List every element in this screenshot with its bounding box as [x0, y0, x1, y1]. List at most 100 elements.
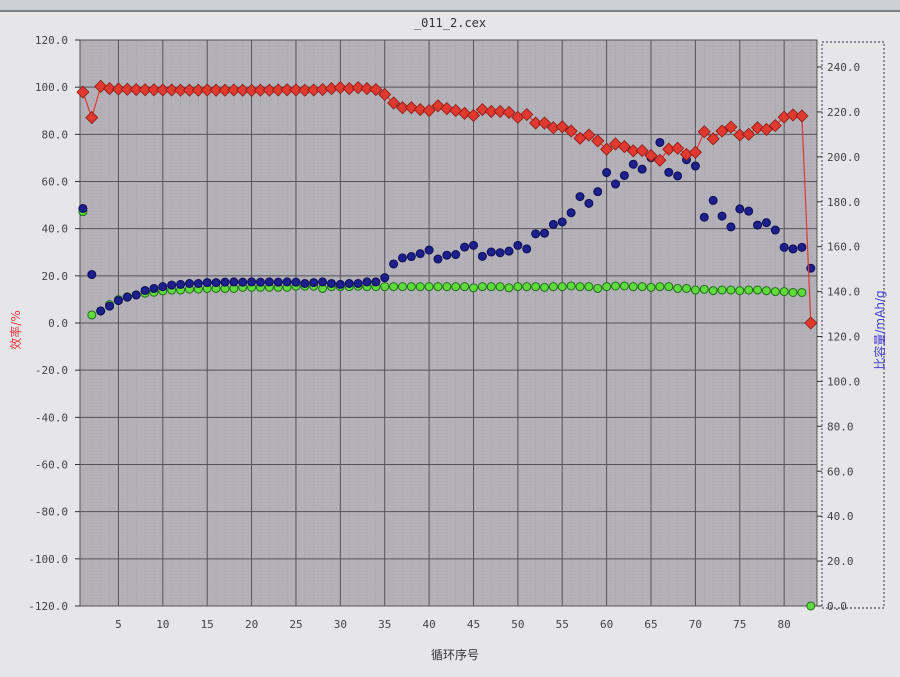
series-0-point	[564, 124, 578, 138]
series-1-point	[708, 195, 718, 205]
series-0-point	[120, 82, 134, 96]
series-2-point	[468, 283, 478, 293]
series-0-point	[253, 83, 268, 97]
x-tick-label: 45	[467, 618, 480, 631]
data-marks	[76, 79, 818, 611]
series-2-point	[779, 287, 789, 297]
series-2-point	[575, 282, 585, 292]
series-0-point	[715, 124, 729, 138]
left-axis-title: 效率/%	[8, 310, 23, 349]
series-1-point	[211, 278, 221, 288]
series-2-point	[504, 283, 514, 293]
series-1-point	[255, 277, 265, 287]
series-0-point	[608, 137, 623, 151]
series-1-point	[158, 282, 168, 292]
series-2-point	[655, 282, 665, 292]
x-tick-label: 55	[556, 618, 569, 631]
right-axis-frame	[821, 41, 885, 609]
series-1-point	[202, 278, 212, 288]
y-left-tick-label: 80.0	[42, 128, 69, 141]
series-1-point	[415, 249, 425, 259]
series-1-point	[326, 278, 336, 288]
series-1-point	[149, 283, 159, 293]
series-2-point	[460, 282, 470, 292]
series-1-point	[477, 251, 487, 261]
series-1-point	[229, 277, 239, 287]
series-1-point	[735, 204, 745, 214]
series-0-point	[466, 108, 481, 123]
series-0-point	[218, 83, 232, 97]
series-0-point	[271, 83, 285, 97]
series-0-point	[369, 82, 383, 97]
x-tick-label: 15	[201, 618, 214, 631]
series-0-point	[156, 83, 170, 97]
y-left-tick-label: -20.0	[35, 364, 68, 377]
series-0-point	[706, 132, 720, 146]
series-1-point	[131, 290, 141, 300]
y-left-tick-label: 20.0	[42, 270, 69, 283]
series-2-point	[788, 287, 798, 297]
series-1-point	[220, 277, 230, 287]
x-tick-label: 25	[289, 618, 302, 631]
series-0-point	[795, 109, 809, 123]
series-0-point	[182, 83, 197, 97]
series-1-point	[611, 179, 621, 189]
x-tick-label: 40	[422, 618, 435, 631]
series-1-point	[619, 170, 629, 180]
series-0-point	[458, 106, 472, 120]
series-1-point	[744, 206, 754, 216]
series-1-point	[300, 278, 310, 288]
series-1-point	[673, 171, 683, 181]
series-0-point	[298, 83, 312, 97]
series-1-point	[247, 277, 257, 287]
series-2-point	[673, 283, 683, 293]
right-axis-title: 比容量/mAh/g	[872, 290, 887, 369]
series-1-point	[335, 279, 345, 289]
series-0-point	[413, 103, 427, 117]
series-1-point	[291, 277, 301, 287]
series-1-point	[593, 187, 603, 197]
y-right-tick-label: 80.0	[827, 420, 854, 433]
series-2-point	[424, 282, 434, 292]
series-1-point	[690, 161, 700, 171]
series-2-point	[584, 282, 594, 292]
series-1-point	[566, 208, 576, 218]
y-right-tick-label: 180.0	[827, 196, 860, 209]
y-left-tick-label: -80.0	[35, 506, 68, 519]
series-2-point	[744, 285, 754, 295]
series-0-point	[262, 83, 276, 97]
series-0-point	[404, 101, 418, 115]
series-0-point	[138, 83, 152, 97]
x-tick-label: 60	[600, 618, 613, 631]
grid	[75, 39, 822, 607]
y-right-tick-label: 20.0	[827, 555, 854, 568]
series-2-point	[389, 282, 399, 292]
series-0-point	[520, 107, 534, 122]
series-2-point	[619, 281, 629, 291]
series-1-point	[193, 278, 203, 288]
series-2-point	[531, 282, 541, 292]
series-0-point	[768, 119, 782, 133]
series-1-point	[264, 277, 274, 287]
series-0-point	[555, 120, 569, 134]
series-2-point	[406, 282, 416, 292]
series-0-point	[280, 83, 294, 97]
x-tick-label: 80	[778, 618, 791, 631]
series-0-point	[85, 111, 99, 125]
series-2-point	[708, 286, 718, 296]
y-right-tick-label: 220.0	[827, 106, 860, 119]
series-2-point	[699, 284, 709, 294]
y-left-tick-label: -120.0	[28, 600, 68, 613]
y-left-tick-label: 100.0	[35, 81, 68, 94]
y-right-tick-label: 40.0	[827, 510, 854, 523]
series-0-point	[289, 83, 303, 97]
series-2-point	[557, 282, 567, 292]
y-left-tick-label: -100.0	[28, 553, 68, 566]
series-1-point	[628, 159, 638, 169]
series-1-point	[238, 277, 248, 287]
series-0-point	[422, 103, 436, 118]
series-2-point	[797, 287, 807, 297]
x-tick-label: 65	[644, 618, 657, 631]
series-2-point	[415, 282, 425, 292]
series-0-point	[502, 105, 516, 119]
